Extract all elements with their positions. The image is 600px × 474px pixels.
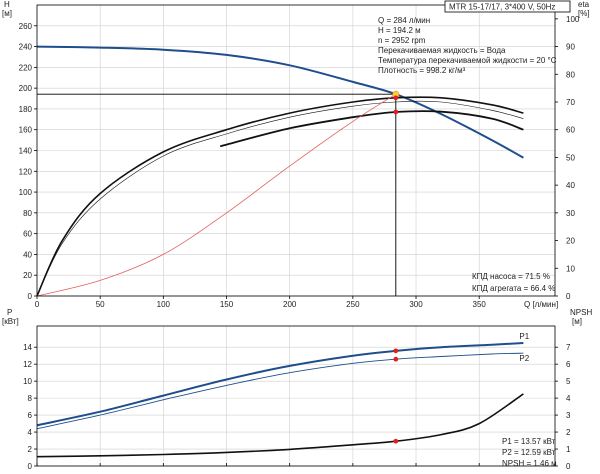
top-left-tick-label: 60	[23, 230, 32, 239]
top-right-tick-label: 100	[566, 15, 580, 24]
p-axis-unit: [кВт]	[2, 317, 19, 326]
info-eta-unit: КПД агрегата = 66.4 %	[472, 284, 555, 293]
npsh-marker	[393, 438, 399, 444]
header-box	[444, 0, 571, 13]
info-block: Q = 284 л/мин H = 194.2 м n = 2952 rpm П…	[378, 16, 557, 468]
bottom-left-tick-label: 14	[23, 343, 32, 352]
curve-p1	[36, 342, 524, 427]
top-left-tick-label: 100	[19, 188, 33, 197]
eta-pump-marker	[393, 95, 399, 101]
h-axis-unit: [м]	[2, 9, 12, 18]
curve-eta-pump-thin	[36, 100, 524, 297]
bottom-right-tick-label: 2	[566, 428, 571, 437]
top-right-tick-label: 20	[566, 237, 575, 246]
bottom-right-tick-label: 1	[566, 445, 571, 454]
top-left-tick-label: 140	[19, 147, 33, 156]
top-left-tick-label: 240	[19, 43, 33, 52]
top-left-tick-label: 80	[23, 209, 32, 218]
top-left-tick-label: 160	[19, 126, 33, 135]
bottom-left-tick-label: 4	[28, 428, 33, 437]
eta-axis-unit: [%]	[578, 9, 590, 18]
bottom-right-tick-label: 7	[566, 343, 571, 352]
top-left-tick-label: 0	[28, 292, 33, 301]
p2-marker	[393, 356, 399, 362]
top-right-tick-label: 80	[566, 70, 575, 79]
curve-layer	[36, 45, 524, 458]
label-layer: 0204060801001201401601802002202402600102…	[2, 0, 592, 471]
top-right-tick-label: 50	[566, 153, 575, 162]
top-left-tick-label: 40	[23, 250, 32, 259]
bottom-right-tick-label: 4	[566, 394, 571, 403]
npsh-axis-unit: [м]	[572, 317, 582, 326]
bottom-right-tick-label: 0	[566, 462, 571, 471]
x-tick-label: 0	[35, 300, 40, 309]
x-tick-label: 100	[157, 300, 171, 309]
top-right-tick-label: 30	[566, 209, 575, 218]
eta-axis-label: eta	[578, 0, 590, 9]
npsh-axis-label: NPSH	[570, 308, 592, 317]
curve-H	[36, 45, 524, 159]
top-right-tick-label: 90	[566, 43, 575, 52]
top-left-tick-label: 220	[19, 63, 33, 72]
top-left-tick-label: 260	[19, 22, 33, 31]
info-density: Плотность = 998.2 кг/м³	[378, 66, 466, 75]
info-p1: P1 = 13.57 кВт	[502, 437, 556, 446]
top-left-tick-label: 180	[19, 105, 33, 114]
top-right-tick-label: 40	[566, 181, 575, 190]
axis-layer	[34, 4, 558, 467]
top-right-tick-label: 70	[566, 98, 575, 107]
x-tick-label: 300	[409, 300, 423, 309]
curve-system	[36, 93, 397, 297]
curve-eta-pump	[36, 96, 524, 297]
h-axis-label: H	[4, 0, 10, 9]
info-temp: Температура перекачиваемой жидкости = 20…	[378, 56, 557, 65]
x-tick-label: 200	[283, 300, 297, 309]
series-label-p2: P2	[519, 354, 529, 363]
top-right-tick-label: 0	[566, 292, 571, 301]
info-n: n = 2952 rpm	[378, 36, 426, 45]
x-tick-label: 250	[346, 300, 360, 309]
bottom-right-tick-label: 3	[566, 411, 571, 420]
bottom-left-tick-label: 2	[28, 445, 33, 454]
series-label-p1: P1	[519, 332, 529, 341]
info-p2: P2 = 12.59 кВт	[502, 448, 556, 457]
p1-marker	[393, 348, 399, 354]
curve-p2	[36, 352, 524, 430]
grid-layer	[37, 5, 555, 467]
top-left-tick-label: 20	[23, 271, 32, 280]
bottom-left-tick-label: 0	[28, 462, 33, 471]
info-eta-pump: КПД насоса = 71.5 %	[472, 272, 550, 281]
top-right-tick-label: 60	[566, 126, 575, 135]
top-left-tick-label: 120	[19, 167, 33, 176]
bottom-frame	[36, 325, 556, 467]
top-right-tick-label: 10	[566, 264, 575, 273]
x-tick-label: 350	[473, 300, 487, 309]
bottom-left-tick-label: 12	[23, 360, 32, 369]
info-q: Q = 284 л/мин	[378, 16, 430, 25]
top-left-tick-label: 200	[19, 84, 33, 93]
info-liquid: Перекачиваемая жидкость = Вода	[378, 46, 506, 55]
curve-eta-unit	[219, 110, 524, 148]
x-axis-label: Q [л/мин]	[524, 300, 558, 309]
info-h: H = 194.2 м	[378, 26, 421, 35]
x-tick-label: 150	[220, 300, 234, 309]
bottom-right-tick-label: 6	[566, 360, 571, 369]
eta-unit-marker	[393, 109, 399, 115]
x-tick-label: 50	[96, 300, 105, 309]
header-model: MTR 15-17/17, 3*400 V, 50Hz	[449, 3, 555, 12]
info-npsh: NPSH = 1.46 м	[502, 459, 557, 468]
p-axis-label: P	[7, 308, 12, 317]
curve-npsh	[36, 393, 524, 458]
bottom-left-tick-label: 10	[23, 377, 32, 386]
bottom-left-tick-label: 6	[28, 411, 33, 420]
bottom-left-tick-label: 8	[28, 394, 33, 403]
bottom-right-tick-label: 5	[566, 377, 571, 386]
